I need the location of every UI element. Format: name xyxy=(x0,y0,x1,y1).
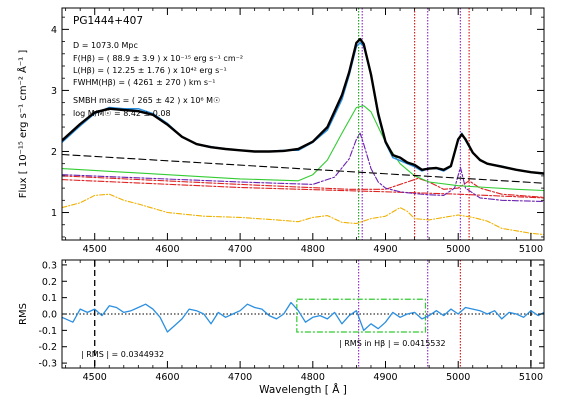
rms-panel: 4500 4600 4700 4800 4900 5000 5100 0.3 0.2 0.1 0.0… xyxy=(18,259,545,396)
hbeta-window xyxy=(296,298,427,333)
x-axis-label: Wavelength [ Å ] xyxy=(259,383,347,396)
x-tick-label: 4600 xyxy=(155,244,179,255)
y-tick-label: 1 xyxy=(51,208,57,219)
y-tick-label: 0.3 xyxy=(42,260,57,271)
y-tick-label: 0.1 xyxy=(42,293,57,304)
y-axis-label: RMS xyxy=(18,303,29,325)
flux-panel: 4500 4600 4700 4800 4900 5000 5100 1 2 3 4 PG1444+4… xyxy=(16,7,545,255)
x-tick-label: 4500 xyxy=(83,372,107,383)
y-tick-label: 4 xyxy=(51,25,57,36)
y-axis-label: Flux [ 10⁻¹⁵ erg s⁻¹ cm⁻² Å⁻¹ ] xyxy=(16,50,29,199)
fit-annotation: D = 1073.0 Mpc xyxy=(73,41,138,50)
fit-annotation: SMBH mass = ( 265 ± 42 ) x 10⁶ M☉ xyxy=(73,96,220,105)
y-tick-label: 0.0 xyxy=(42,310,57,321)
y-tick-label: 2 xyxy=(51,147,57,158)
rms-plot-area xyxy=(62,260,544,368)
x-tick-label: 5000 xyxy=(446,372,470,383)
x-tick-label: 4500 xyxy=(83,244,107,255)
y-tick-label: 0.2 xyxy=(42,277,57,288)
fit-annotation: L(Hβ) = ( 12.25 ± 1.76 ) x 10⁴² erg s⁻¹ xyxy=(73,66,227,75)
x-tick-label: 4800 xyxy=(301,244,325,255)
series-residual xyxy=(62,301,544,333)
x-tick-label: 4900 xyxy=(373,244,397,255)
series-fe-ii-2 xyxy=(62,179,544,199)
y-tick-label: -0.1 xyxy=(38,326,57,337)
fit-annotation: F(Hβ) = ( 88.9 ± 3.9 ) x 10⁻¹⁵ erg s⁻¹ c… xyxy=(73,54,243,63)
fit-annotation: log M/M☉ = 8.42 ± 0.08 xyxy=(73,109,171,118)
x-tick-label: 5100 xyxy=(519,244,543,255)
x-tick-label: 5100 xyxy=(519,372,543,383)
y-tick-label: 3 xyxy=(51,86,57,97)
fit-annotation: FWHM(Hβ) = ( 4261 ± 270 ) km s⁻¹ xyxy=(73,78,215,87)
series-continuum xyxy=(62,153,544,184)
x-tick-label: 4900 xyxy=(373,372,397,383)
rms-total-label: | RMS | = 0.0344932 xyxy=(81,350,164,359)
rms-hbeta-label: | RMS in Hβ | = 0.0415532 xyxy=(339,339,446,348)
series-fe-ii-template xyxy=(62,193,544,236)
series-narrow-component xyxy=(62,132,544,203)
chart-title: PG1444+407 xyxy=(73,15,143,27)
x-tick-label: 4700 xyxy=(228,372,252,383)
x-tick-label: 4800 xyxy=(301,372,325,383)
series-broad-hbeta xyxy=(62,105,544,192)
x-tick-label: 5000 xyxy=(446,244,470,255)
y-tick-label: -0.2 xyxy=(38,342,57,353)
flux-plot-area xyxy=(62,8,544,240)
plot-frame xyxy=(61,7,545,241)
y-tick-label: -0.3 xyxy=(38,359,57,370)
x-tick-label: 4700 xyxy=(228,244,252,255)
series-model xyxy=(62,37,544,175)
x-tick-label: 4600 xyxy=(155,372,179,383)
